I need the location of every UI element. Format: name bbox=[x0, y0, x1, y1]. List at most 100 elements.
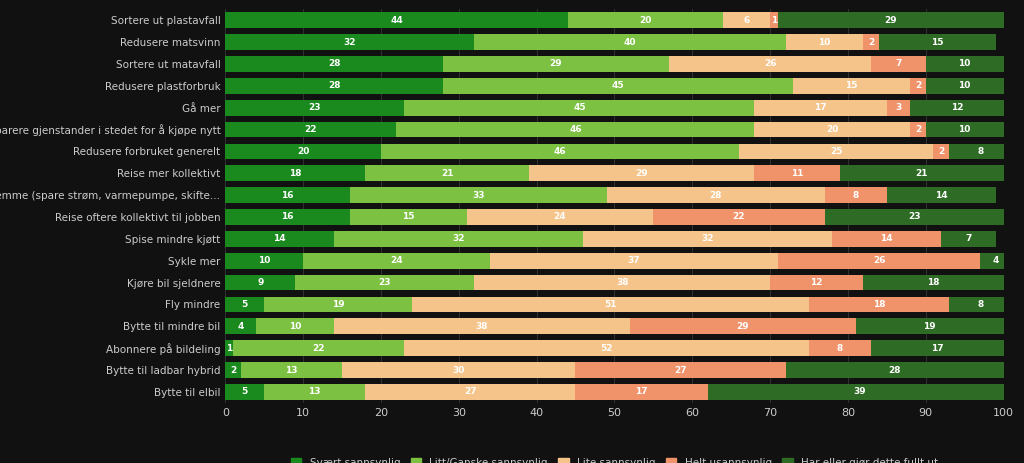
Bar bbox=[584, 231, 833, 247]
Text: 14: 14 bbox=[935, 191, 947, 200]
Bar bbox=[863, 275, 1004, 290]
Bar bbox=[770, 13, 778, 28]
Text: 16: 16 bbox=[282, 213, 294, 221]
Bar bbox=[225, 165, 366, 181]
Bar bbox=[669, 56, 871, 72]
Bar bbox=[241, 362, 342, 378]
Bar bbox=[225, 253, 303, 269]
Bar bbox=[856, 319, 1004, 334]
Bar bbox=[489, 253, 778, 269]
Text: 26: 26 bbox=[872, 256, 886, 265]
Text: 38: 38 bbox=[615, 278, 629, 287]
Bar bbox=[443, 78, 794, 94]
Bar bbox=[809, 297, 949, 312]
Text: 26: 26 bbox=[764, 59, 776, 69]
Bar bbox=[934, 144, 949, 159]
Bar bbox=[225, 144, 381, 159]
Text: 2: 2 bbox=[938, 147, 944, 156]
Bar bbox=[404, 340, 809, 356]
Text: 20: 20 bbox=[826, 125, 839, 134]
Bar bbox=[350, 209, 467, 225]
Bar bbox=[350, 187, 606, 203]
Text: 51: 51 bbox=[604, 300, 616, 309]
Text: 2: 2 bbox=[868, 38, 874, 47]
Text: 17: 17 bbox=[814, 103, 827, 112]
Bar bbox=[225, 384, 264, 400]
Bar bbox=[926, 56, 1004, 72]
Text: 12: 12 bbox=[810, 278, 823, 287]
Text: 8: 8 bbox=[853, 191, 859, 200]
Bar bbox=[474, 34, 785, 50]
Text: 10: 10 bbox=[818, 38, 830, 47]
Bar bbox=[785, 34, 863, 50]
Bar bbox=[871, 340, 1004, 356]
Text: 1: 1 bbox=[771, 16, 777, 25]
Text: 23: 23 bbox=[907, 213, 921, 221]
Text: 39: 39 bbox=[853, 388, 866, 396]
Text: 16: 16 bbox=[282, 191, 294, 200]
Text: 17: 17 bbox=[931, 344, 944, 353]
Text: 4: 4 bbox=[238, 322, 244, 331]
Bar bbox=[879, 34, 995, 50]
Bar bbox=[295, 275, 474, 290]
Text: 1: 1 bbox=[226, 344, 232, 353]
Bar bbox=[225, 340, 233, 356]
Bar bbox=[606, 187, 824, 203]
Bar bbox=[225, 100, 404, 115]
Text: 32: 32 bbox=[343, 38, 356, 47]
Text: 44: 44 bbox=[390, 16, 402, 25]
Text: 18: 18 bbox=[289, 169, 302, 178]
Text: 10: 10 bbox=[958, 125, 971, 134]
Bar bbox=[840, 165, 1004, 181]
Text: 46: 46 bbox=[554, 147, 566, 156]
Text: 19: 19 bbox=[924, 322, 936, 331]
Bar bbox=[381, 144, 739, 159]
Bar bbox=[412, 297, 809, 312]
Text: 8: 8 bbox=[977, 147, 983, 156]
Text: 45: 45 bbox=[573, 103, 586, 112]
Bar bbox=[225, 122, 396, 138]
Legend: Svært sannsynlig, Litt/Ganske sannsynlig, Lite sannsynlig, Helt usannsynlig, Har: Svært sannsynlig, Litt/Ganske sannsynlig… bbox=[287, 454, 942, 463]
Text: 2: 2 bbox=[230, 365, 237, 375]
Text: 15: 15 bbox=[931, 38, 944, 47]
Text: 11: 11 bbox=[791, 169, 804, 178]
Text: 29: 29 bbox=[550, 59, 562, 69]
Text: 8: 8 bbox=[977, 300, 983, 309]
Text: 32: 32 bbox=[453, 234, 465, 244]
Bar bbox=[723, 13, 770, 28]
Text: 10: 10 bbox=[289, 322, 301, 331]
Bar bbox=[887, 187, 995, 203]
Text: 24: 24 bbox=[390, 256, 402, 265]
Text: 27: 27 bbox=[674, 365, 687, 375]
Text: 6: 6 bbox=[743, 16, 750, 25]
Bar bbox=[871, 56, 926, 72]
Text: 23: 23 bbox=[308, 103, 322, 112]
Bar bbox=[443, 56, 669, 72]
Bar bbox=[778, 13, 1004, 28]
Bar bbox=[794, 78, 910, 94]
Text: 12: 12 bbox=[950, 103, 964, 112]
Text: 22: 22 bbox=[732, 213, 745, 221]
Text: 10: 10 bbox=[958, 59, 971, 69]
Bar bbox=[653, 209, 824, 225]
Text: 4: 4 bbox=[992, 256, 999, 265]
Text: 18: 18 bbox=[872, 300, 886, 309]
Text: 29: 29 bbox=[635, 169, 648, 178]
Bar bbox=[256, 319, 334, 334]
Bar bbox=[824, 187, 887, 203]
Text: 17: 17 bbox=[635, 388, 648, 396]
Text: 40: 40 bbox=[624, 38, 636, 47]
Bar bbox=[225, 187, 350, 203]
Bar bbox=[910, 100, 1004, 115]
Bar bbox=[303, 253, 489, 269]
Text: 10: 10 bbox=[958, 81, 971, 90]
Bar bbox=[949, 297, 1012, 312]
Text: 28: 28 bbox=[328, 81, 341, 90]
Text: 5: 5 bbox=[242, 388, 248, 396]
Bar bbox=[342, 362, 575, 378]
Bar bbox=[708, 384, 1012, 400]
Text: 2: 2 bbox=[914, 81, 921, 90]
Text: 37: 37 bbox=[628, 256, 640, 265]
Bar bbox=[225, 297, 264, 312]
Bar bbox=[567, 13, 723, 28]
